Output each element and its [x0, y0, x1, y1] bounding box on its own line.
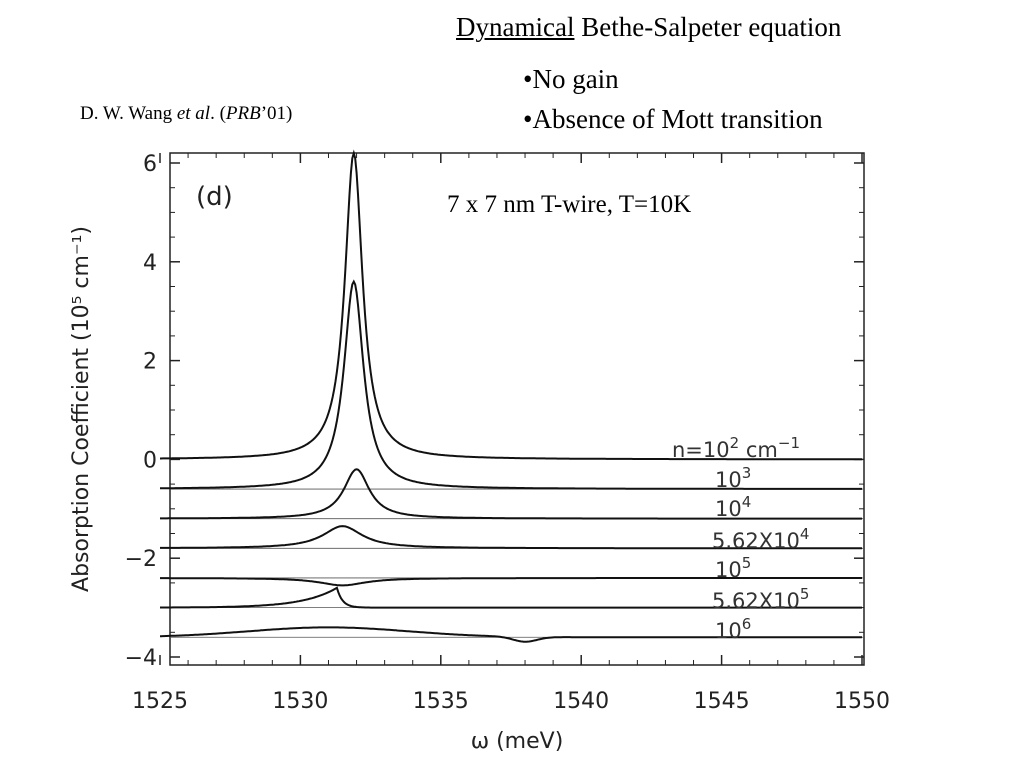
- x-tick-label: 1530: [272, 689, 328, 714]
- x-tick-label: 1540: [553, 689, 609, 714]
- slide-title: Dynamical Bethe-Salpeter equation: [456, 12, 841, 43]
- series-label: n=102 cm−1: [672, 434, 800, 462]
- citation-year: ’01): [260, 103, 293, 124]
- x-tick-label: 1550: [834, 689, 890, 714]
- series-curve: [160, 149, 862, 461]
- series-label: 106: [715, 615, 751, 643]
- y-tick-label: −2: [125, 547, 157, 572]
- y-tick-label: 0: [143, 448, 157, 473]
- x-tick-label: 1535: [413, 689, 469, 714]
- title-rest: Bethe-Salpeter equation: [574, 12, 842, 42]
- y-axis-title: Absorption Coefficient (10⁵ cm⁻¹): [69, 226, 94, 592]
- series-curve: [160, 626, 862, 643]
- series-label: 5.62X104: [712, 525, 809, 553]
- citation: D. W. Wang et al. (PRB’01): [80, 103, 292, 125]
- series-label: 105: [715, 554, 751, 582]
- series-label: 5.62X105: [712, 585, 809, 613]
- bullet-no-gain: •No gain: [523, 64, 619, 94]
- panel-label: (d): [196, 182, 233, 212]
- series-label: 103: [715, 464, 751, 492]
- citation-author: D. W. Wang: [80, 103, 177, 124]
- citation-etal: et al: [176, 103, 211, 124]
- plot-frame: [169, 152, 865, 666]
- series-label: 104: [715, 493, 751, 521]
- series-curve: [160, 586, 862, 609]
- citation-journal: PRB: [225, 103, 261, 124]
- series-curve: [160, 468, 862, 520]
- series-curve: [160, 525, 862, 550]
- citation-mid: . (: [210, 103, 226, 124]
- chart-annotation: 7 x 7 nm T-wire, T=10K: [447, 191, 691, 218]
- y-tick-label: 4: [143, 251, 157, 276]
- series-curve: [160, 279, 862, 490]
- x-axis-title: ω (meV): [471, 729, 564, 754]
- x-tick-label: 1525: [132, 689, 188, 714]
- y-tick-label: −4: [125, 646, 157, 671]
- series-curve: [160, 577, 862, 587]
- y-tick-label: 2: [143, 350, 157, 375]
- bullet-mott: •Absence of Mott transition: [523, 104, 823, 134]
- x-tick-label: 1545: [694, 689, 750, 714]
- title-underlined-word: Dynamical: [456, 12, 575, 42]
- y-tick-label: 6: [143, 152, 157, 177]
